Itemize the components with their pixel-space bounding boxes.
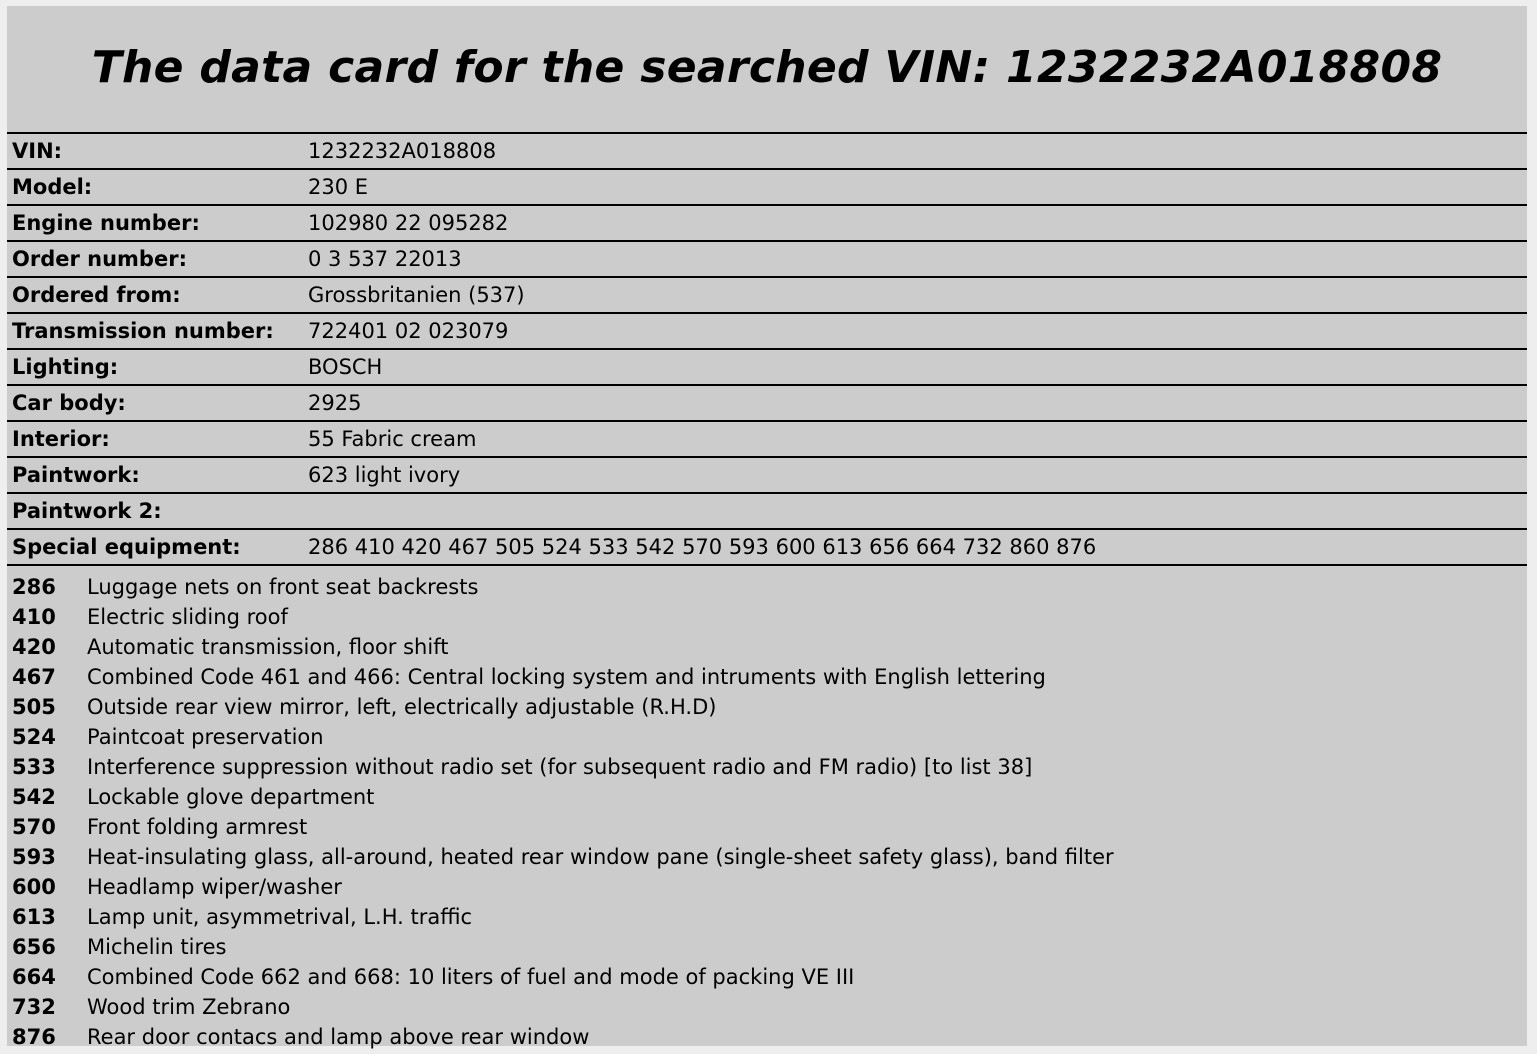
list-item: 664 Combined Code 662 and 668: 10 liters …: [7, 962, 1527, 992]
equipment-code: 656: [12, 935, 56, 959]
equipment-description: Automatic transmission, floor shift: [87, 635, 449, 659]
equipment-description: Lockable glove department: [87, 785, 375, 809]
equipment-code: 570: [12, 815, 56, 839]
equipment-code: 410: [12, 605, 56, 629]
list-item: 467 Combined Code 461 and 466: Central lo…: [7, 662, 1527, 692]
list-item: 600 Headlamp wiper/washer: [7, 872, 1527, 902]
equipment-description: Interference suppression without radio s…: [87, 755, 1033, 779]
field-label: Order number:: [12, 247, 187, 271]
equipment-code: 613: [12, 905, 56, 929]
field-label: Car body:: [12, 391, 126, 415]
field-value: 0 3 537 22013: [308, 247, 462, 271]
equipment-code: 420: [12, 635, 56, 659]
field-value: 623 light ivory: [308, 463, 461, 487]
list-item: 732 Wood trim Zebrano: [7, 992, 1527, 1022]
table-row: Engine number: 102980 22 095282: [7, 206, 1527, 242]
list-item: 613 Lamp unit, asymmetrival, L.H. traffic: [7, 902, 1527, 932]
equipment-description: Lamp unit, asymmetrival, L.H. traffic: [87, 905, 473, 929]
equipment-code: 542: [12, 785, 56, 809]
equipment-code: 467: [12, 665, 56, 689]
equipment-description: Combined Code 461 and 466: Central locki…: [87, 665, 1046, 689]
field-label: Ordered from:: [12, 283, 181, 307]
table-row: Special equipment: 286 410 420 467 505 52…: [7, 530, 1527, 566]
equipment-description: Combined Code 662 and 668: 10 liters of …: [87, 965, 855, 989]
table-row: Lighting: BOSCH: [7, 350, 1527, 386]
field-label: Engine number:: [12, 211, 200, 235]
field-label: Paintwork:: [12, 463, 140, 487]
field-label: Paintwork 2:: [12, 499, 162, 523]
list-item: 410 Electric sliding roof: [7, 602, 1527, 632]
table-row: Ordered from: Grossbritanien (537): [7, 278, 1527, 314]
table-row: Transmission number: 722401 02 023079: [7, 314, 1527, 350]
equipment-description: Luggage nets on front seat backrests: [87, 575, 479, 599]
vehicle-data-table: VIN: 1232232A018808 Model: 230 E Engine numb…: [7, 132, 1527, 566]
equipment-code: 732: [12, 995, 56, 1019]
equipment-description: Electric sliding roof: [87, 605, 288, 629]
equipment-code: 533: [12, 755, 56, 779]
equipment-code: 876: [12, 1025, 56, 1049]
table-row: Car body: 2925: [7, 386, 1527, 422]
field-label: Model:: [12, 175, 93, 199]
equipment-description: Michelin tires: [87, 935, 227, 959]
field-value: 55 Fabric cream: [308, 427, 477, 451]
equipment-code: 286: [12, 575, 56, 599]
list-item: 505 Outside rear view mirror, left, elect…: [7, 692, 1527, 722]
field-value: 102980 22 095282: [308, 211, 509, 235]
table-row: Interior: 55 Fabric cream: [7, 422, 1527, 458]
list-item: 524 Paintcoat preservation: [7, 722, 1527, 752]
equipment-description: Outside rear view mirror, left, electric…: [87, 695, 717, 719]
equipment-description: Headlamp wiper/washer: [87, 875, 342, 899]
equipment-code: 524: [12, 725, 56, 749]
list-item: 593 Heat-insulating glass, all-around, he…: [7, 842, 1527, 872]
field-value: Grossbritanien (537): [308, 283, 525, 307]
field-label: Special equipment:: [12, 535, 241, 559]
data-card: The data card for the searched VIN: 1232…: [7, 6, 1527, 1049]
equipment-list: 286 Luggage nets on front seat backrests 4…: [7, 572, 1527, 1052]
list-item: 542 Lockable glove department: [7, 782, 1527, 812]
list-item: 570 Front folding armrest: [7, 812, 1527, 842]
table-row: Order number: 0 3 537 22013: [7, 242, 1527, 278]
table-row: Paintwork 2:: [7, 494, 1527, 530]
table-row: Paintwork: 623 light ivory: [7, 458, 1527, 494]
list-item: 656 Michelin tires: [7, 932, 1527, 962]
equipment-description: Paintcoat preservation: [87, 725, 324, 749]
field-label: Transmission number:: [12, 319, 274, 343]
equipment-description: Heat-insulating glass, all-around, heate…: [87, 845, 1114, 869]
page-title: The data card for the searched VIN: 1232…: [91, 42, 1443, 93]
field-value: 722401 02 023079: [308, 319, 509, 343]
field-value: 286 410 420 467 505 524 533 542 570 593 …: [308, 535, 1097, 559]
list-item: 286 Luggage nets on front seat backrests: [7, 572, 1527, 602]
table-row: Model: 230 E: [7, 170, 1527, 206]
equipment-description: Wood trim Zebrano: [87, 995, 291, 1019]
table-row: VIN: 1232232A018808: [7, 134, 1527, 170]
field-value: 230 E: [308, 175, 369, 199]
equipment-code: 593: [12, 845, 56, 869]
field-value: 1232232A018808: [308, 139, 497, 163]
equipment-description: Rear door contacs and lamp above rear wi…: [87, 1025, 590, 1049]
equipment-code: 664: [12, 965, 56, 989]
equipment-description: Front folding armrest: [87, 815, 308, 839]
field-label: Interior:: [12, 427, 110, 451]
list-item: 876 Rear door contacs and lamp above rear…: [7, 1022, 1527, 1052]
equipment-code: 505: [12, 695, 56, 719]
field-value: 2925: [308, 391, 362, 415]
list-item: 533 Interference suppression without radi…: [7, 752, 1527, 782]
list-item: 420 Automatic transmission, floor shift: [7, 632, 1527, 662]
equipment-code: 600: [12, 875, 56, 899]
field-label: VIN:: [12, 139, 63, 163]
field-label: Lighting:: [12, 355, 119, 379]
field-value: BOSCH: [308, 355, 383, 379]
